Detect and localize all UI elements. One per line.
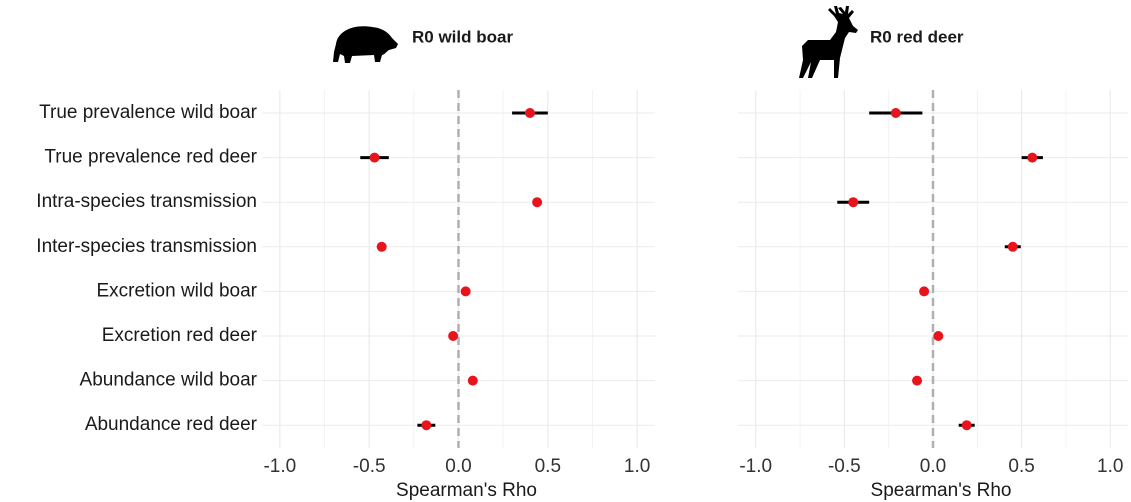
x-axis-label: Spearman's Rho bbox=[871, 480, 1012, 501]
category-label: Abundance wild boar bbox=[80, 370, 258, 391]
x-axis-label: Spearman's Rho bbox=[396, 480, 537, 501]
point bbox=[532, 197, 543, 208]
x-tick-label: 0.5 bbox=[535, 456, 561, 477]
x-tick-label: -1.0 bbox=[263, 456, 296, 477]
panel-title: R0 red deer bbox=[870, 27, 964, 46]
point bbox=[460, 286, 471, 297]
point bbox=[961, 420, 972, 431]
x-tick-label: 0.5 bbox=[1008, 456, 1034, 477]
category-label: Excretion red deer bbox=[102, 325, 258, 346]
category-label: Abundance red deer bbox=[85, 414, 258, 435]
category-label: Inter-species transmission bbox=[36, 236, 257, 257]
category-label: Intra-species transmission bbox=[36, 191, 257, 212]
boar-icon bbox=[333, 26, 398, 63]
point bbox=[848, 197, 859, 208]
point bbox=[524, 108, 535, 118]
x-tick-label: -0.5 bbox=[353, 456, 386, 477]
deer-icon bbox=[799, 6, 858, 78]
x-tick-label: 1.0 bbox=[624, 456, 650, 477]
x-tick-label: 1.0 bbox=[1097, 456, 1123, 477]
point bbox=[376, 241, 387, 252]
point bbox=[1007, 241, 1018, 252]
x-tick-label: 0.0 bbox=[920, 456, 946, 477]
panel-title: R0 wild boar bbox=[412, 27, 513, 46]
category-label: True prevalence red deer bbox=[44, 147, 257, 168]
point bbox=[467, 375, 478, 386]
point bbox=[369, 152, 380, 163]
point bbox=[421, 420, 432, 431]
x-tick-label: -0.5 bbox=[828, 456, 861, 477]
point bbox=[448, 331, 459, 341]
x-tick-label: -1.0 bbox=[739, 456, 772, 477]
point bbox=[1027, 152, 1038, 163]
point bbox=[890, 108, 901, 118]
category-label: Excretion wild boar bbox=[96, 280, 257, 301]
point bbox=[919, 286, 930, 297]
plots: R0 wild boar -1.0 -0.5 0.0 0.5 1.0 Spearman's … bbox=[36, 27, 1128, 501]
category-label: True prevalence wild boar bbox=[39, 102, 258, 123]
x-tick-label: 0.0 bbox=[445, 456, 471, 477]
point bbox=[933, 331, 944, 341]
point bbox=[912, 375, 923, 386]
